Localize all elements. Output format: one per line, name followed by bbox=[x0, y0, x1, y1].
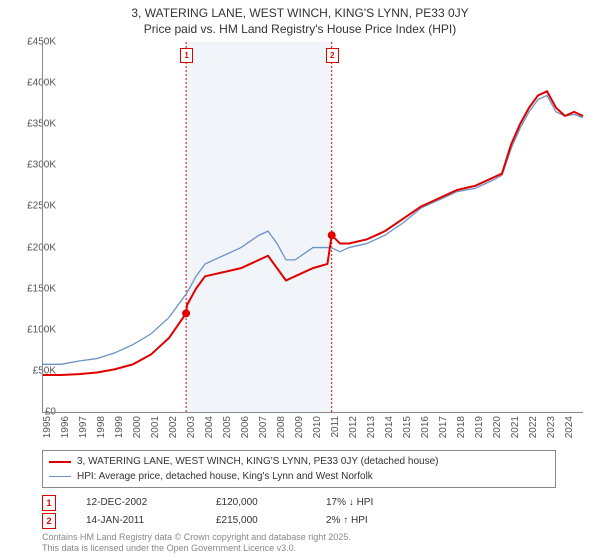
x-tick-label: 2020 bbox=[492, 416, 503, 446]
event-row: 1 12-DEC-2002 £120,000 17% ↓ HPI bbox=[42, 494, 373, 512]
x-tick-label: 1999 bbox=[114, 416, 125, 446]
legend-swatch bbox=[49, 461, 71, 463]
x-tick-label: 2002 bbox=[168, 416, 179, 446]
plot-area: 12 bbox=[42, 42, 583, 413]
x-tick-label: 2017 bbox=[438, 416, 449, 446]
x-tick-label: 2001 bbox=[150, 416, 161, 446]
x-tick-label: 2010 bbox=[312, 416, 323, 446]
event-date: 12-DEC-2002 bbox=[86, 494, 186, 512]
x-tick-label: 2008 bbox=[276, 416, 287, 446]
title-line1: 3, WATERING LANE, WEST WINCH, KING'S LYN… bbox=[0, 6, 600, 22]
x-tick-label: 2000 bbox=[132, 416, 143, 446]
x-tick-label: 2016 bbox=[420, 416, 431, 446]
event-num-box: 1 bbox=[42, 495, 56, 511]
x-tick-label: 1995 bbox=[42, 416, 53, 446]
legend-swatch bbox=[49, 476, 71, 477]
footnote-line2: This data is licensed under the Open Gov… bbox=[42, 543, 351, 554]
x-tick-label: 1997 bbox=[78, 416, 89, 446]
events-table: 1 12-DEC-2002 £120,000 17% ↓ HPI 2 14-JAN-201… bbox=[42, 494, 373, 530]
x-tick-label: 1996 bbox=[60, 416, 71, 446]
legend-row: HPI: Average price, detached house, King… bbox=[49, 469, 549, 484]
x-tick-label: 2022 bbox=[528, 416, 539, 446]
legend-label: 3, WATERING LANE, WEST WINCH, KING'S LYN… bbox=[77, 454, 438, 469]
x-tick-label: 2013 bbox=[366, 416, 377, 446]
x-tick-label: 2012 bbox=[348, 416, 359, 446]
footnote-line1: Contains HM Land Registry data © Crown c… bbox=[42, 532, 351, 543]
event-diff: 2% ↑ HPI bbox=[326, 512, 368, 530]
x-tick-label: 2021 bbox=[510, 416, 521, 446]
x-tick-label: 2003 bbox=[186, 416, 197, 446]
chart-container: 3, WATERING LANE, WEST WINCH, KING'S LYN… bbox=[0, 0, 600, 560]
legend-row: 3, WATERING LANE, WEST WINCH, KING'S LYN… bbox=[49, 454, 549, 469]
event-diff: 17% ↓ HPI bbox=[326, 494, 373, 512]
legend-box: 3, WATERING LANE, WEST WINCH, KING'S LYN… bbox=[42, 450, 556, 488]
x-tick-label: 1998 bbox=[96, 416, 107, 446]
footnote: Contains HM Land Registry data © Crown c… bbox=[42, 532, 351, 554]
event-marker-1: 1 bbox=[180, 48, 193, 63]
plot-svg bbox=[43, 42, 583, 412]
event-price: £120,000 bbox=[216, 494, 296, 512]
title-line2: Price paid vs. HM Land Registry's House … bbox=[0, 22, 600, 38]
event-price: £215,000 bbox=[216, 512, 296, 530]
x-tick-label: 2009 bbox=[294, 416, 305, 446]
x-tick-label: 2024 bbox=[564, 416, 575, 446]
legend-label: HPI: Average price, detached house, King… bbox=[77, 469, 373, 484]
x-tick-label: 2007 bbox=[258, 416, 269, 446]
x-tick-label: 2018 bbox=[456, 416, 467, 446]
event-marker-2: 2 bbox=[326, 48, 339, 63]
x-tick-label: 2011 bbox=[330, 416, 341, 446]
x-tick-label: 2005 bbox=[222, 416, 233, 446]
x-tick-label: 2006 bbox=[240, 416, 251, 446]
x-tick-label: 2015 bbox=[402, 416, 413, 446]
event-date: 14-JAN-2011 bbox=[86, 512, 186, 530]
chart-title: 3, WATERING LANE, WEST WINCH, KING'S LYN… bbox=[0, 0, 600, 37]
x-tick-label: 2019 bbox=[474, 416, 485, 446]
x-tick-label: 2014 bbox=[384, 416, 395, 446]
event-num-box: 2 bbox=[42, 513, 56, 529]
x-tick-label: 2004 bbox=[204, 416, 215, 446]
x-tick-label: 2023 bbox=[546, 416, 557, 446]
event-row: 2 14-JAN-2011 £215,000 2% ↑ HPI bbox=[42, 512, 373, 530]
